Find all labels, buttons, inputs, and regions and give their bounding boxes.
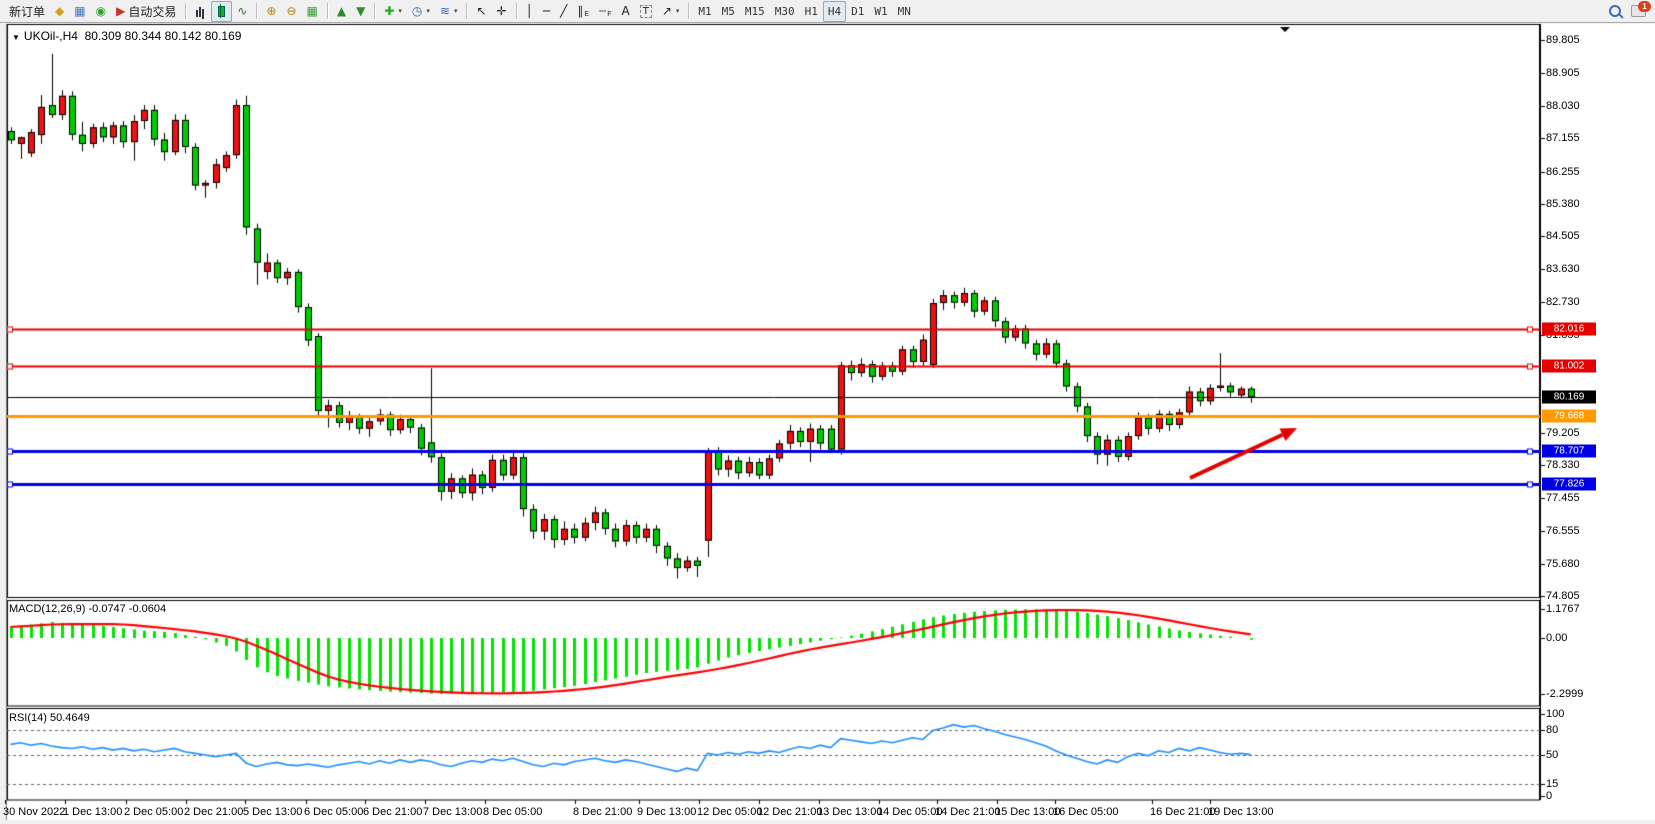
fibonacci-button[interactable]: ┄ F xyxy=(594,1,617,22)
vertical-line-icon: │ xyxy=(525,4,533,18)
dropdown-caret-icon: ▾ xyxy=(675,8,680,15)
candlestick-chart-button[interactable] xyxy=(211,0,233,22)
candlestick-icon xyxy=(218,3,226,18)
timeframe-m15-button[interactable]: M15 xyxy=(744,4,765,18)
zoom-in-button[interactable]: ⊕ xyxy=(261,1,281,22)
dropdown-caret-icon: ▾ xyxy=(453,8,458,15)
autotrading-label: 自动交易 xyxy=(128,4,177,19)
icon-suffix: F xyxy=(607,10,612,18)
zoom-out-icon: ⊖ xyxy=(286,4,297,18)
timeframe-h1-button[interactable]: H1 xyxy=(804,4,818,18)
period-icon: ◷ xyxy=(411,4,423,18)
autotrading-icon: ▶ xyxy=(116,4,126,18)
template-button[interactable]: ≋ ▾ xyxy=(435,1,463,22)
timeframe-m5-button[interactable]: M5 xyxy=(721,4,735,18)
horizontal-line-icon: ─ xyxy=(542,4,551,18)
market-watch-icon[interactable]: ◆ xyxy=(50,1,69,22)
template-icon: ≋ xyxy=(439,4,450,18)
trendline-button[interactable]: ╱ xyxy=(555,1,572,22)
toolbar-separator xyxy=(326,3,328,19)
timeframe-m1-button[interactable]: M1 xyxy=(698,4,712,18)
arrange-up-icon-icon: ▲ xyxy=(336,4,347,18)
toolbar-separator xyxy=(185,3,187,19)
notifications-icon[interactable]: 1 xyxy=(1626,1,1651,22)
zoom-in-icon: ⊕ xyxy=(266,4,277,18)
timeframe-mn-button[interactable]: MN xyxy=(897,4,911,18)
vertical-line-button[interactable]: │ xyxy=(521,1,538,22)
market-watch-icon-icon: ◆ xyxy=(55,4,65,18)
line-chart-icon: ∿ xyxy=(237,4,248,18)
timeframe-h4-button[interactable]: H4 xyxy=(822,0,847,22)
channel-icon: ∥ xyxy=(577,4,584,18)
arrange-down-icon-icon: ▼ xyxy=(356,4,366,18)
bar-chart-icon xyxy=(195,5,207,17)
timeframe-m30-button[interactable]: M30 xyxy=(774,4,795,18)
icon-suffix: E xyxy=(584,10,589,18)
search-icon[interactable] xyxy=(1604,1,1626,22)
notification-badge: 1 xyxy=(1638,1,1651,12)
data-window-icon[interactable]: ▦ xyxy=(69,1,90,22)
timeframe-w1-button[interactable]: W1 xyxy=(874,4,888,18)
fibonacci-icon: ┄ xyxy=(598,4,607,18)
toolbar-separator xyxy=(374,3,376,19)
tile-windows-icon: ▦ xyxy=(306,4,318,18)
arrange-down-icon[interactable]: ▼ xyxy=(351,1,370,22)
line-chart-button[interactable]: ∿ xyxy=(232,1,252,22)
toolbar-separator xyxy=(466,3,468,19)
period-button[interactable]: ◷ ▾ xyxy=(407,1,435,22)
zoom-out-button[interactable]: ⊖ xyxy=(281,1,301,22)
trendline-icon: ╱ xyxy=(560,4,568,18)
tile-windows-button[interactable]: ▦ xyxy=(302,1,323,22)
text-button[interactable]: A xyxy=(617,1,635,22)
signals-icon-icon: ◉ xyxy=(95,4,107,18)
channel-button[interactable]: ∥ E xyxy=(572,1,594,22)
new-order-label: 新订单 xyxy=(9,4,46,19)
arrows-icon: ↗ xyxy=(661,4,672,18)
text-label-button[interactable]: T xyxy=(635,1,657,22)
bar-chart-button[interactable] xyxy=(190,1,211,22)
text-label-icon: T xyxy=(639,4,652,18)
timeframe-d1-button[interactable]: D1 xyxy=(851,4,865,18)
add-indicator-icon: ✚ xyxy=(384,4,395,18)
signals-icon[interactable]: ◉ xyxy=(91,1,111,22)
search-icon xyxy=(1609,5,1621,17)
text-icon: A xyxy=(621,4,630,18)
toolbar-separator xyxy=(515,3,517,19)
arrange-up-icon[interactable]: ▲ xyxy=(332,1,351,22)
data-window-icon-icon: ▦ xyxy=(74,4,86,18)
chat-bubble-icon: 1 xyxy=(1631,1,1651,17)
crosshair-icon: ✛ xyxy=(496,4,507,18)
add-indicator-button[interactable]: ✚ ▾ xyxy=(379,1,407,22)
cursor-icon: ↖ xyxy=(476,4,487,18)
horizontal-line-button[interactable]: ─ xyxy=(538,1,555,22)
main-toolbar: 新订单 ◆ ▦ ◉ ▶ 自动交易 ∿ ⊕ ⊖ ▦ ▲ ▼ ✚ ▾ ◷ ▾ ≋ ▾ ↖ ✛ │ ─ ╱ ∥ E ┄ F A T ↗ ▾ M1 M5… xyxy=(0,0,1655,23)
autotrading-button[interactable]: ▶ 自动交易 xyxy=(111,1,181,22)
arrows-button[interactable]: ↗ ▾ xyxy=(657,1,685,22)
dropdown-caret-icon: ▾ xyxy=(426,8,430,15)
crosshair-button[interactable]: ✛ xyxy=(492,1,512,22)
cursor-button[interactable]: ↖ xyxy=(471,1,491,22)
new-order-button[interactable]: 新订单 xyxy=(4,1,50,22)
dropdown-caret-icon: ▾ xyxy=(398,8,402,15)
toolbar-separator xyxy=(688,3,690,19)
toolbar-separator xyxy=(256,3,258,19)
